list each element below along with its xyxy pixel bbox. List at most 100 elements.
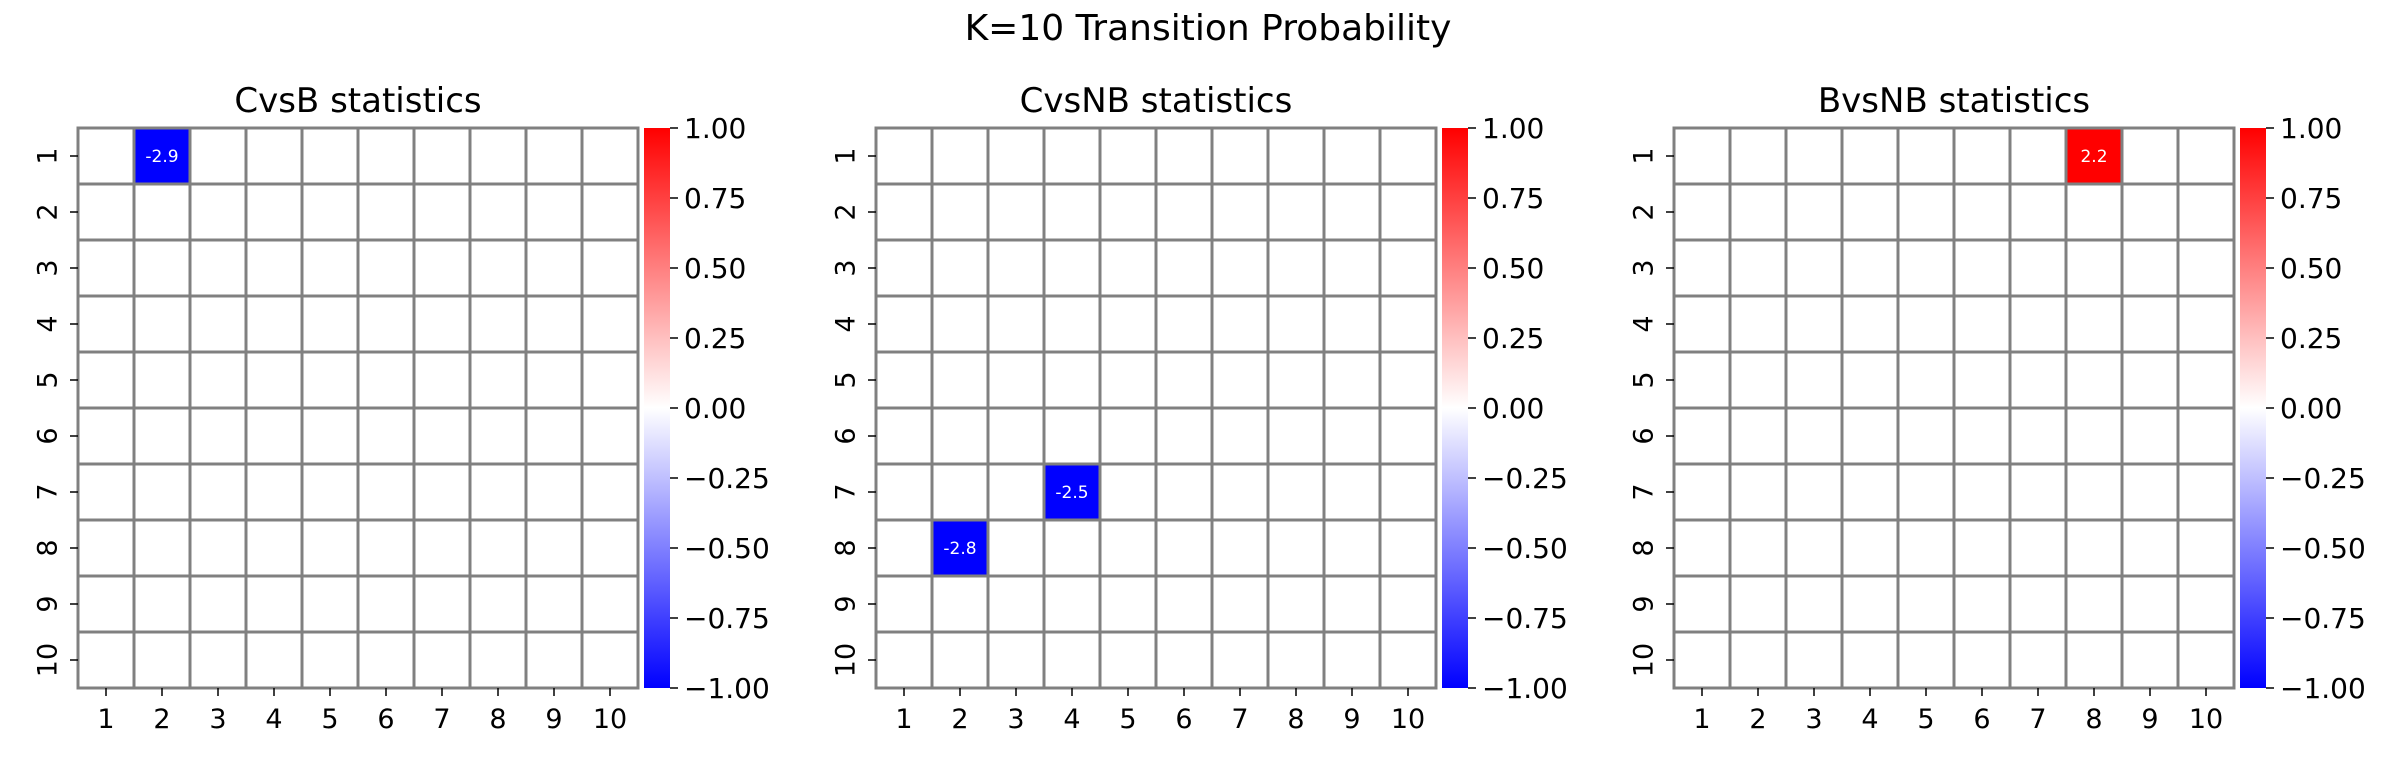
- heatmap-cell: [930, 238, 990, 298]
- colorbar-tick-label: 0.00: [684, 392, 746, 425]
- y-tick-label: 9: [1629, 595, 1660, 612]
- heatmap-cell: [1042, 574, 1102, 634]
- heatmap-cell: [300, 574, 360, 634]
- heatmap-cell: [132, 574, 192, 634]
- heatmap-cell: [2176, 406, 2236, 466]
- heatmap-cell: [1784, 518, 1844, 578]
- heatmap-cell: [1042, 182, 1102, 242]
- x-tick-label: 6: [1973, 704, 1990, 735]
- x-tick-label: 8: [2085, 704, 2102, 735]
- heatmap-cell: [1896, 294, 1956, 354]
- heatmap-cell: [2064, 294, 2124, 354]
- heatmap-cell: [1154, 406, 1214, 466]
- heatmap-cell: [874, 238, 934, 298]
- heatmap-cell: [930, 294, 990, 354]
- heatmap-cell: [1952, 630, 2012, 690]
- heatmap-cell: [188, 294, 248, 354]
- x-tick-label: 9: [545, 704, 562, 735]
- heatmap-cell: [244, 518, 304, 578]
- heatmap-cell: [874, 630, 934, 690]
- heatmap-cell: [1098, 294, 1158, 354]
- heatmap-cell: [300, 350, 360, 410]
- colorbar-tick-label: 0.75: [2280, 182, 2342, 215]
- heatmap-cell: [132, 518, 192, 578]
- heatmap-cell: [1784, 294, 1844, 354]
- heatmap-cell: [1784, 350, 1844, 410]
- heatmap-cell: [1896, 126, 1956, 186]
- heatmap-cell: [356, 238, 416, 298]
- heatmap-cell: [874, 574, 934, 634]
- heatmap-cell: [356, 518, 416, 578]
- colorbar-tick-label: −0.75: [684, 602, 770, 635]
- x-tick-label: 1: [895, 704, 912, 735]
- heatmap-cell: [1896, 630, 1956, 690]
- heatmap-cell: [1322, 518, 1382, 578]
- y-tick-label: 9: [33, 595, 64, 612]
- cell-value-label: -2.9: [145, 147, 178, 167]
- colorbar: [1442, 128, 1468, 688]
- heatmap-cell: [132, 462, 192, 522]
- heatmap-cell: [1784, 406, 1844, 466]
- colorbar-tick-label: 0.50: [684, 252, 746, 285]
- heatmap-cell: [244, 294, 304, 354]
- x-tick-label: 8: [1287, 704, 1304, 735]
- heatmap-cell: [580, 518, 640, 578]
- y-tick-label: 4: [831, 315, 862, 332]
- heatmap-cell: [1952, 238, 2012, 298]
- heatmap-cell: [300, 294, 360, 354]
- heatmap-cell: [76, 350, 136, 410]
- heatmap-cell: [2064, 574, 2124, 634]
- heatmap-cell: [1378, 518, 1438, 578]
- x-tick-label: 2: [153, 704, 170, 735]
- heatmap-cell: [2120, 406, 2180, 466]
- heatmap-cell: [244, 406, 304, 466]
- heatmap-cell: [1210, 182, 1270, 242]
- heatmap-cell: [2176, 462, 2236, 522]
- y-tick-label: 3: [33, 259, 64, 276]
- y-tick-label: 7: [831, 483, 862, 500]
- heatmap-cell: [356, 574, 416, 634]
- y-tick-label: 1: [831, 147, 862, 164]
- panel-title: BvsNB statistics: [1818, 81, 2090, 121]
- y-tick-label: 8: [1629, 539, 1660, 556]
- heatmap-cell: [2120, 294, 2180, 354]
- heatmap-cell: [1210, 406, 1270, 466]
- y-tick-label: 10: [33, 643, 64, 677]
- heatmap-cell: [1952, 294, 2012, 354]
- y-tick-label: 4: [1629, 315, 1660, 332]
- heatmap-cell: [1728, 294, 1788, 354]
- heatmap-cell: [1952, 126, 2012, 186]
- heatmap-cell: [524, 462, 584, 522]
- heatmap-cell: [1840, 294, 1900, 354]
- heatmap-cell: [1378, 294, 1438, 354]
- colorbar-tick-label: −0.25: [1482, 462, 1568, 495]
- colorbar-tick-label: −0.50: [1482, 532, 1568, 565]
- heatmap-cell: [1672, 462, 1732, 522]
- heatmap-cell: [412, 406, 472, 466]
- heatmap-cell: [412, 462, 472, 522]
- heatmap-cell: [580, 350, 640, 410]
- colorbar-tick-label: 1.00: [1482, 112, 1544, 145]
- colorbar-tick-label: −0.25: [684, 462, 770, 495]
- heatmap-cell: [1266, 574, 1326, 634]
- colorbar-tick-label: 0.00: [1482, 392, 1544, 425]
- heatmap-cell: [1840, 462, 1900, 522]
- y-tick-label: 6: [1629, 427, 1660, 444]
- heatmap-cell: [1154, 182, 1214, 242]
- heatmap-cell: [1098, 238, 1158, 298]
- heatmap-cell: [1840, 126, 1900, 186]
- heatmap-cell: [2120, 126, 2180, 186]
- y-tick-label: 1: [1629, 147, 1660, 164]
- x-tick-label: 9: [1343, 704, 1360, 735]
- heatmap-cell: [412, 126, 472, 186]
- heatmap-cell: [1840, 518, 1900, 578]
- colorbar-tick-label: 1.00: [684, 112, 746, 145]
- heatmap-cell: [580, 406, 640, 466]
- colorbar-tick-label: −0.25: [2280, 462, 2366, 495]
- heatmap-cell: [1952, 518, 2012, 578]
- heatmap-cell: [1896, 182, 1956, 242]
- heatmap-cell: [1154, 238, 1214, 298]
- heatmap-cell: [580, 574, 640, 634]
- heatmap-cell: [986, 518, 1046, 578]
- heatmap-cell: [1784, 238, 1844, 298]
